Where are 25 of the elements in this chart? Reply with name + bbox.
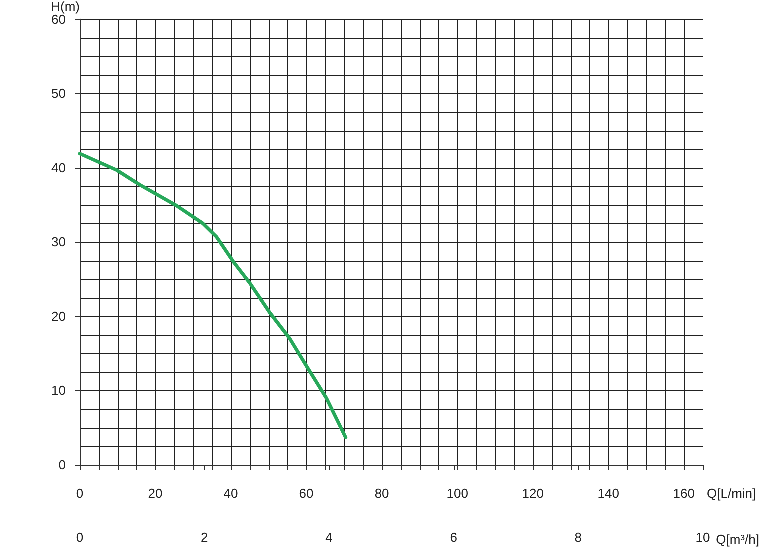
x-tick-label: 80 [374,486,390,501]
x-tick-label: 160 [673,486,695,501]
x2-tick-label: 0 [76,530,84,545]
y-tick-label: 40 [52,160,66,176]
x-tick-label: 0 [76,486,84,501]
y-tick-label: 20 [52,308,66,324]
y-tick-label: 10 [52,383,66,398]
x-axis-title: Q[L/min] [707,486,756,501]
y-axis-title: H(m) [51,0,80,14]
x2-tick-label: 10 [696,530,710,545]
x2-tick-label: 8 [574,530,582,545]
y-tick-label: 0 [58,458,66,472]
x-tick-label: 100 [446,486,468,501]
x2-tick-label: 4 [326,530,333,545]
x-tick-label: 40 [224,486,238,501]
x-tick-label: 120 [522,486,544,501]
y-tick-label: 50 [52,86,66,102]
x2-tick-label: 6 [450,530,458,545]
x-tick-label: 140 [598,486,620,501]
y-tick-label: 30 [52,234,66,250]
x2-tick-label: 2 [200,530,208,545]
x-tick-label: 60 [299,486,314,501]
line-series [78,152,348,440]
x2-axis-title: Q[m³/h] [716,532,760,547]
x-tick-label: 20 [148,486,163,501]
